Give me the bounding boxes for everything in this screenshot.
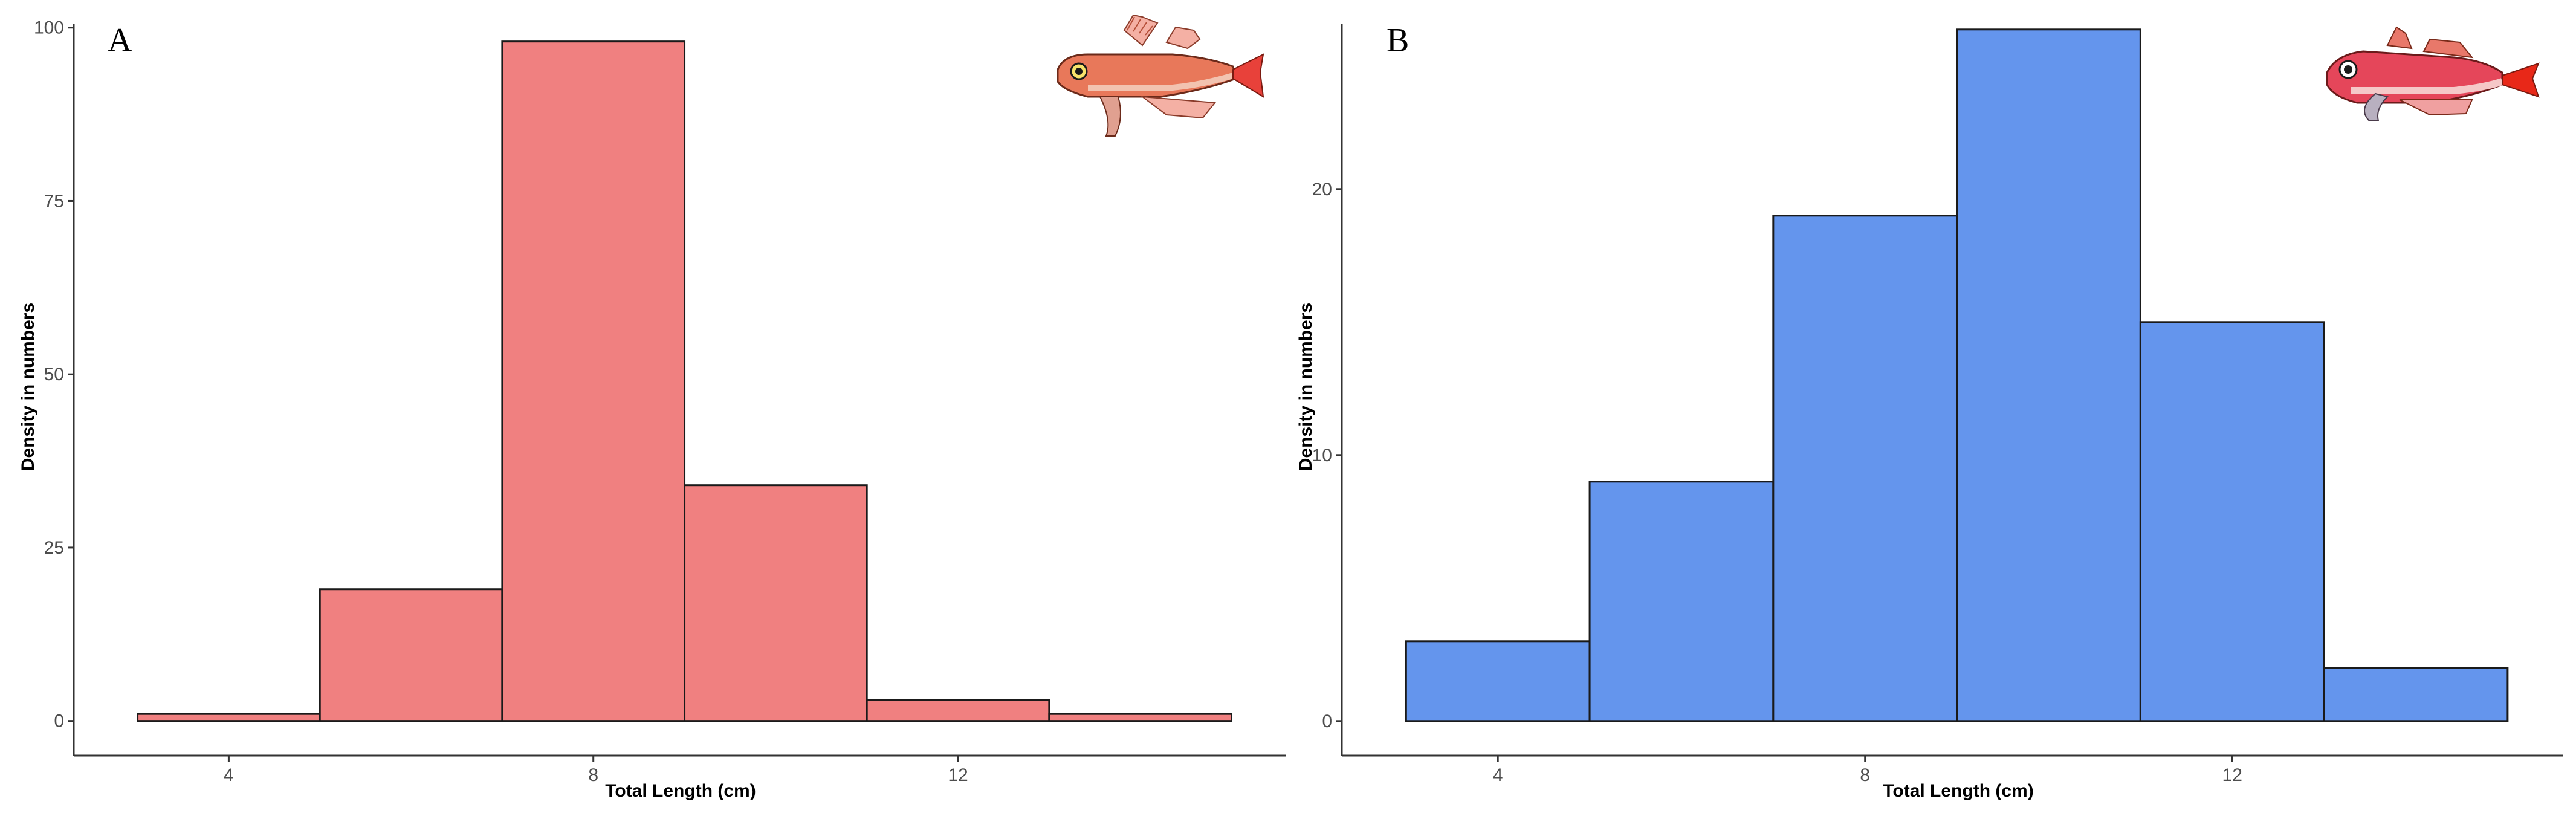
histogram-bar-a-3 — [684, 484, 868, 722]
histogram-bar-a-5 — [1048, 713, 1233, 722]
y-axis-title-a: Density in numbers — [18, 303, 38, 471]
histogram-bar-a-4 — [866, 699, 1050, 722]
histogram-bar-a-0 — [137, 713, 321, 722]
x-tick-label-a: 8 — [588, 765, 598, 785]
y-tick-label-b: 20 — [1312, 180, 1332, 199]
bars-a — [137, 40, 1233, 722]
y-tick-label-a: 25 — [44, 538, 64, 558]
y-axis-title-b: Density in numbers — [1296, 303, 1316, 471]
histogram-bar-a-2 — [501, 40, 686, 722]
histogram-bar-b-4 — [2139, 321, 2325, 722]
x-tick-label-b: 12 — [2222, 765, 2242, 785]
y-tick-label-a: 0 — [54, 711, 64, 731]
y-tick-label-a: 75 — [44, 191, 64, 211]
panel-label-b: B — [1387, 22, 1409, 59]
panel-a: A 0 25 50 75 100 4 8 12 Total Length (cm) Densi… — [18, 14, 1286, 801]
histogram-bar-a-1 — [319, 588, 503, 722]
histogram-bar-b-1 — [1588, 481, 1775, 722]
x-tick-label-b: 8 — [1860, 765, 1870, 785]
histogram-bar-b-5 — [2323, 667, 2509, 722]
axes-b: 0 10 20 4 8 12 — [1312, 24, 2563, 785]
histogram-bar-b-3 — [1956, 28, 2141, 722]
y-tick-label-a: 100 — [34, 18, 64, 38]
histogram-bar-b-0 — [1405, 640, 1591, 722]
histogram-bar-b-2 — [1772, 215, 1958, 722]
y-tick-label-a: 50 — [44, 364, 64, 384]
y-tick-label-b: 10 — [1312, 445, 1332, 465]
x-axis-title-a: Total Length (cm) — [605, 781, 756, 801]
x-axis-title-b: Total Length (cm) — [1883, 781, 2033, 801]
red-gurnard-fish-icon — [1057, 14, 1264, 137]
x-tick-label-a: 12 — [948, 765, 968, 785]
panel-b: B 0 10 20 4 8 12 Total Length (cm) Density in… — [1296, 22, 2563, 801]
tub-gurnard-fish-icon — [2326, 26, 2540, 121]
axes-a: 0 25 50 75 100 4 8 12 — [34, 18, 1286, 785]
x-tick-label-a: 4 — [224, 765, 234, 785]
bars-b — [1405, 28, 2509, 722]
x-tick-label-b: 4 — [1493, 765, 1503, 785]
panel-label-a: A — [108, 22, 132, 59]
y-tick-label-b: 0 — [1322, 711, 1332, 731]
